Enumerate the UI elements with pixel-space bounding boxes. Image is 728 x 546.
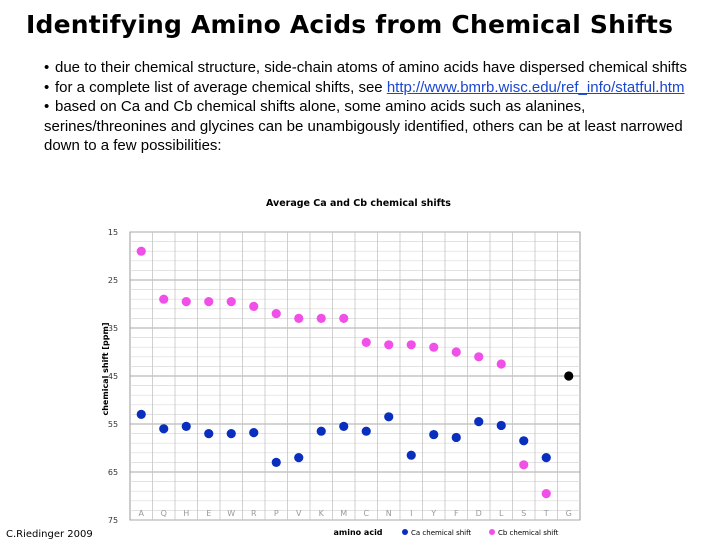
data-point: [226, 297, 236, 307]
data-point: [451, 347, 461, 357]
x-tick-label: E: [206, 509, 211, 518]
x-tick-label: L: [499, 509, 504, 518]
data-point: [226, 429, 236, 439]
x-tick-label: T: [543, 509, 549, 518]
bullet-item: • due to their chemical structure, side-c…: [44, 58, 712, 78]
x-tick-label: Q: [161, 509, 167, 518]
data-point: [294, 313, 304, 323]
data-point: [136, 409, 146, 419]
data-point: [271, 457, 281, 467]
x-tick-label: I: [410, 509, 412, 518]
x-tick-label: P: [274, 509, 279, 518]
bullet-list: • due to their chemical structure, side-c…: [44, 58, 712, 156]
data-point: [181, 421, 191, 431]
x-tick-label: F: [454, 509, 459, 518]
x-tick-label: G: [566, 509, 572, 518]
data-point: [429, 429, 439, 440]
data-point: [294, 453, 304, 463]
bullet-text: for a complete list of average chemical …: [55, 78, 387, 96]
data-point: [339, 313, 349, 323]
legend-label: Ca chemical shift: [411, 529, 471, 537]
x-tick-label: A: [139, 509, 145, 518]
data-point: [406, 340, 416, 350]
data-point: [541, 453, 551, 463]
data-point: [474, 417, 484, 427]
y-tick-label: 65: [108, 468, 118, 477]
chart-title: Average Ca and Cb chemical shifts: [266, 198, 451, 209]
data-point: [271, 309, 281, 319]
y-tick-label: 75: [108, 516, 118, 525]
data-point: [249, 301, 259, 311]
data-point: [496, 359, 506, 369]
x-tick-label: S: [521, 509, 526, 518]
data-point: [429, 342, 439, 352]
x-tick-label: D: [476, 509, 482, 518]
bullet-item: • for a complete list of average chemical…: [44, 78, 712, 98]
data-point: [159, 294, 169, 304]
bullet-dot: •: [44, 59, 50, 76]
data-point: [136, 246, 146, 256]
y-axis-label: chemical shift [ppm]: [101, 323, 110, 416]
data-point: [181, 297, 191, 307]
data-point: [361, 426, 371, 436]
y-tick-label: 35: [108, 324, 118, 333]
data-point: [406, 450, 416, 460]
x-tick-label: R: [251, 509, 257, 518]
x-tick-label: K: [319, 509, 325, 518]
x-tick-label: N: [386, 509, 392, 518]
data-point: [451, 432, 461, 443]
legend-marker: [489, 529, 495, 535]
bmrb-link[interactable]: http://www.bmrb.wisc.edu/ref_info/statfu…: [386, 78, 685, 96]
data-point: [474, 352, 484, 362]
bullet-text: based on Ca and Cb chemical shifts alone…: [44, 98, 683, 154]
x-tick-label: V: [296, 509, 302, 518]
slide-title: Identifying Amino Acids from Chemical Sh…: [26, 10, 674, 39]
y-tick-label: 15: [108, 228, 118, 237]
legend-label: Cb chemical shift: [498, 529, 559, 537]
data-point: [316, 313, 326, 323]
x-tick-label: Y: [430, 509, 436, 518]
data-point: [339, 421, 349, 431]
y-tick-label: 25: [108, 276, 118, 285]
bullet-item: • based on Ca and Cb chemical shifts alon…: [44, 97, 712, 156]
bullet-dot: •: [44, 98, 50, 115]
data-point: [496, 420, 506, 431]
data-point: [384, 412, 394, 422]
x-axis-label: amino acid: [333, 528, 382, 537]
data-point: [159, 424, 169, 434]
data-point: [519, 460, 529, 470]
data-point: [564, 371, 574, 381]
bullet-text: due to their chemical structure, side-ch…: [55, 59, 687, 76]
credit-text: C.Riedinger 2009: [6, 529, 93, 540]
legend-marker: [402, 529, 408, 535]
data-point: [204, 297, 214, 307]
data-point: [541, 489, 551, 499]
y-tick-label: 45: [108, 372, 118, 381]
data-point: [519, 436, 529, 446]
data-point: [361, 337, 371, 347]
x-tick-label: W: [227, 509, 235, 518]
y-tick-label: 55: [108, 420, 118, 429]
data-point: [204, 429, 214, 439]
x-tick-label: C: [363, 509, 369, 518]
data-point: [316, 426, 326, 436]
x-tick-label: H: [183, 509, 189, 518]
bullet-dot: •: [44, 78, 50, 96]
x-tick-label: M: [340, 509, 347, 518]
data-point: [249, 428, 259, 438]
data-point: [384, 340, 394, 350]
